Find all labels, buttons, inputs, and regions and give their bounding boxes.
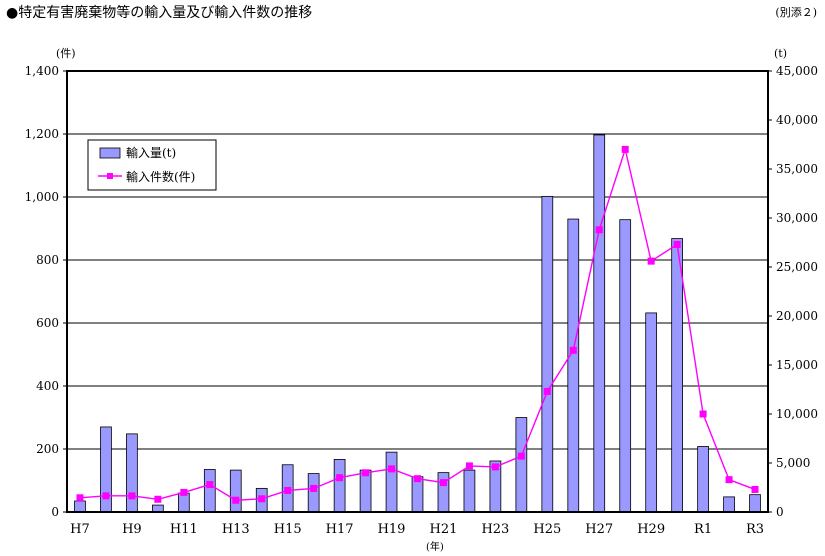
y-left-tick-label: 800 — [36, 253, 59, 267]
legend: 輸入量(t) 輸入件数(件) — [87, 139, 217, 191]
y-left-tick-label: 200 — [36, 442, 59, 456]
line-point — [128, 492, 136, 500]
x-tick-label: H15 — [274, 522, 302, 537]
line-point — [414, 475, 421, 483]
x-tick-label: R1 — [694, 522, 712, 537]
bar — [203, 469, 216, 513]
bar — [697, 446, 709, 513]
bar — [593, 134, 606, 513]
y-right-unit-label: (t) — [774, 47, 787, 60]
line-point — [180, 488, 188, 496]
x-tick-label: H25 — [533, 522, 561, 537]
x-tick-label: H21 — [430, 522, 458, 537]
plot-frame — [66, 70, 769, 513]
line-point — [258, 495, 266, 503]
bar — [74, 500, 86, 513]
line-point — [465, 462, 473, 470]
bar — [515, 417, 528, 513]
x-tick-label: H7 — [70, 522, 90, 537]
bar — [437, 472, 450, 513]
bar — [567, 218, 580, 513]
bar — [749, 494, 761, 513]
x-tick-label: H29 — [637, 522, 665, 537]
legend-bar-swatch — [99, 147, 121, 159]
line-point — [491, 463, 499, 471]
bar — [307, 473, 320, 513]
x-tick-label: H13 — [222, 522, 250, 537]
y-right-tick-label: 25,000 — [776, 260, 818, 274]
x-tick-label: H17 — [326, 522, 354, 537]
bar — [385, 451, 398, 513]
line-point — [699, 410, 707, 418]
bar — [671, 238, 683, 513]
line-point — [751, 485, 759, 493]
y-right-tick-label: 0 — [776, 505, 784, 519]
line-point — [284, 486, 292, 494]
legend-line-label: 輸入件数(件) — [126, 169, 195, 184]
y-right-tick-label: 5,000 — [776, 456, 810, 470]
y-left-tick-label: 1,200 — [25, 127, 59, 141]
tick-labels: 0 200 400 600 800 1,000 1,200 1,400 0 5,000 10,000… — [25, 64, 818, 537]
bar — [177, 492, 190, 513]
y-left-tick-label: 1,000 — [25, 190, 59, 204]
bar — [619, 219, 632, 513]
bar — [126, 433, 138, 513]
line-point — [154, 495, 162, 503]
legend-bar-label: 輸入量(t) — [126, 145, 176, 160]
line-point — [439, 479, 447, 487]
bar — [359, 469, 372, 513]
line-point — [517, 452, 525, 460]
line-point — [673, 240, 681, 248]
axes — [63, 70, 772, 513]
line-point — [102, 492, 110, 500]
x-tick-label: H9 — [122, 522, 142, 537]
y-left-unit-label: (件) — [56, 47, 76, 60]
line-point — [621, 145, 629, 153]
y-right-tick-label: 45,000 — [776, 64, 818, 78]
line-point — [232, 496, 240, 504]
x-axis-label: (年) — [426, 540, 444, 553]
line-point — [569, 346, 577, 354]
x-tick-label: H11 — [170, 522, 198, 537]
line-series-import-count — [76, 145, 759, 504]
x-tick-label: H27 — [585, 522, 613, 537]
line-point — [76, 494, 84, 502]
bar — [723, 496, 735, 513]
y-right-tick-label: 35,000 — [776, 162, 818, 176]
line-point — [362, 469, 370, 477]
line-point — [206, 481, 214, 489]
y-right-tick-label: 20,000 — [776, 309, 818, 323]
bar — [645, 312, 658, 513]
x-tick-label: H23 — [481, 522, 509, 537]
line-point — [388, 465, 396, 473]
line-point — [336, 474, 344, 482]
y-left-tick-label: 1,400 — [25, 64, 59, 78]
bar — [333, 458, 346, 513]
bar — [152, 504, 164, 513]
x-tick-label: R3 — [746, 522, 764, 537]
bar — [463, 469, 476, 513]
line-point — [310, 484, 318, 492]
y-right-tick-label: 30,000 — [776, 211, 818, 225]
line-point — [595, 226, 603, 234]
legend-line-marker — [107, 173, 113, 179]
x-tick-label: H19 — [378, 522, 406, 537]
page-title: ●特定有害廃棄物等の輸入量及び輸入件数の推移 — [6, 5, 313, 21]
y-right-tick-label: 15,000 — [776, 358, 818, 372]
bar — [229, 469, 242, 513]
y-left-tick-label: 0 — [51, 505, 59, 519]
line-point — [725, 476, 733, 484]
y-right-tick-label: 40,000 — [776, 113, 818, 127]
bar — [541, 195, 554, 513]
y-left-tick-label: 400 — [36, 379, 59, 393]
line-point — [543, 387, 551, 395]
annex-label: (別添２) — [775, 6, 817, 19]
y-left-tick-label: 600 — [36, 316, 59, 330]
y-right-tick-label: 10,000 — [776, 407, 818, 421]
line-point — [647, 257, 655, 265]
